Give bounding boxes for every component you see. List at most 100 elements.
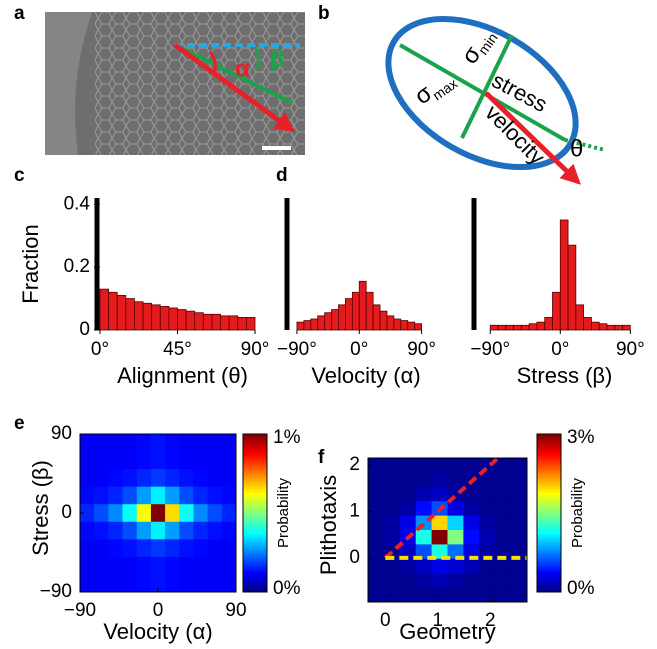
bar [296, 321, 305, 331]
heat-cell [207, 504, 223, 523]
heat-cell [165, 434, 180, 453]
bar [177, 309, 187, 331]
heat-cell [447, 573, 464, 589]
heat-cell [207, 574, 223, 593]
bar [372, 304, 381, 331]
colorbar-segment [243, 481, 267, 485]
colorbar-frame [242, 433, 268, 593]
heat-cell [122, 469, 138, 488]
heat-cell [415, 530, 433, 545]
heat-cell [136, 504, 152, 523]
heat-cell [463, 558, 480, 574]
heat-cell [399, 486, 417, 502]
bar [331, 309, 339, 331]
heat-cell [479, 573, 496, 589]
heat-cell [165, 521, 180, 540]
bar [202, 313, 213, 331]
heat-cell [165, 539, 180, 558]
colorbar-segment [243, 578, 267, 582]
heat-cell [399, 558, 417, 574]
colorbar-segment [243, 528, 267, 532]
heat-cell [207, 539, 223, 558]
bar [358, 280, 367, 331]
colorbar-tick-label: 1% [273, 427, 301, 448]
panel-label: a [14, 3, 25, 24]
colorbar-segment [537, 449, 561, 453]
colorbar-segment [537, 578, 561, 582]
heat-cell [108, 574, 124, 593]
bar [606, 324, 616, 331]
heat-cell [383, 558, 401, 574]
heat-cell [495, 486, 512, 502]
heat-cell [383, 472, 401, 488]
colorbar-segment [537, 444, 561, 448]
colorbar-segment [537, 465, 561, 469]
trend-line [383, 458, 502, 560]
colorbar-segment [243, 436, 267, 440]
colorbar-segment [243, 470, 267, 474]
y-tick-label: 0.4 [64, 193, 91, 214]
heat-cell [447, 587, 464, 603]
heat-cell [495, 515, 512, 531]
heat-cell [447, 530, 464, 545]
heat-cell [479, 472, 496, 488]
colorbar-segment [537, 526, 561, 530]
colorbar-segment [243, 589, 267, 593]
heat-cell [221, 486, 237, 505]
y-axis-label: Plithotaxis [316, 475, 341, 575]
x-tick-label: 0° [350, 339, 368, 360]
heat-cell [383, 573, 401, 589]
heat-cell [179, 539, 194, 558]
colorbar-segment [243, 497, 267, 501]
bar [591, 321, 600, 331]
micrograph [45, 12, 305, 155]
x-tick-label: 2 [485, 610, 496, 631]
bar [536, 321, 546, 331]
colorbar-segment [537, 541, 561, 546]
colorbar-segment [537, 462, 561, 467]
bar [407, 321, 416, 331]
bar [386, 315, 395, 331]
heat-cell [431, 573, 448, 589]
colorbar-segment [537, 552, 561, 556]
heat-cell [165, 504, 180, 523]
colorbar-label: Probability [275, 477, 292, 548]
theta-label: θ [570, 135, 583, 162]
heat-cell [80, 539, 95, 558]
heat-cell [136, 486, 152, 505]
heat-cell [495, 530, 512, 545]
colorbar-segment [537, 589, 561, 593]
heat-cell [479, 501, 496, 517]
x-tick-label: 0° [91, 339, 109, 360]
bar [505, 324, 514, 331]
colorbar-segment [537, 447, 561, 451]
heat-cell [193, 504, 209, 523]
colorbar-segment [243, 544, 267, 548]
heat-cell [463, 458, 480, 473]
heat-cell [179, 469, 194, 488]
heat-cell [368, 486, 385, 502]
colorbar-segment [537, 497, 561, 501]
heat-cell [193, 556, 209, 575]
heat-cell [207, 434, 223, 453]
heat-cell [431, 544, 448, 560]
heat-cell [94, 486, 109, 505]
y-tick-label: 0 [349, 547, 360, 568]
heat-cell [193, 434, 209, 453]
colorbar-segment [537, 573, 561, 577]
colorbar-segment [243, 465, 267, 469]
heat-cell [80, 451, 95, 470]
colorbar-segment [243, 565, 267, 569]
heat-cell [108, 451, 124, 470]
heat-cell [122, 521, 138, 540]
y-tick-label: 2 [349, 454, 360, 475]
bar [338, 304, 346, 331]
heat-cell [463, 530, 480, 545]
heat-cell [150, 469, 166, 488]
heat-cell [495, 458, 512, 473]
heat-cell [479, 587, 496, 603]
colorbar-segment [537, 481, 561, 485]
heat-cell [479, 486, 496, 502]
colorbar-segment [243, 555, 267, 559]
